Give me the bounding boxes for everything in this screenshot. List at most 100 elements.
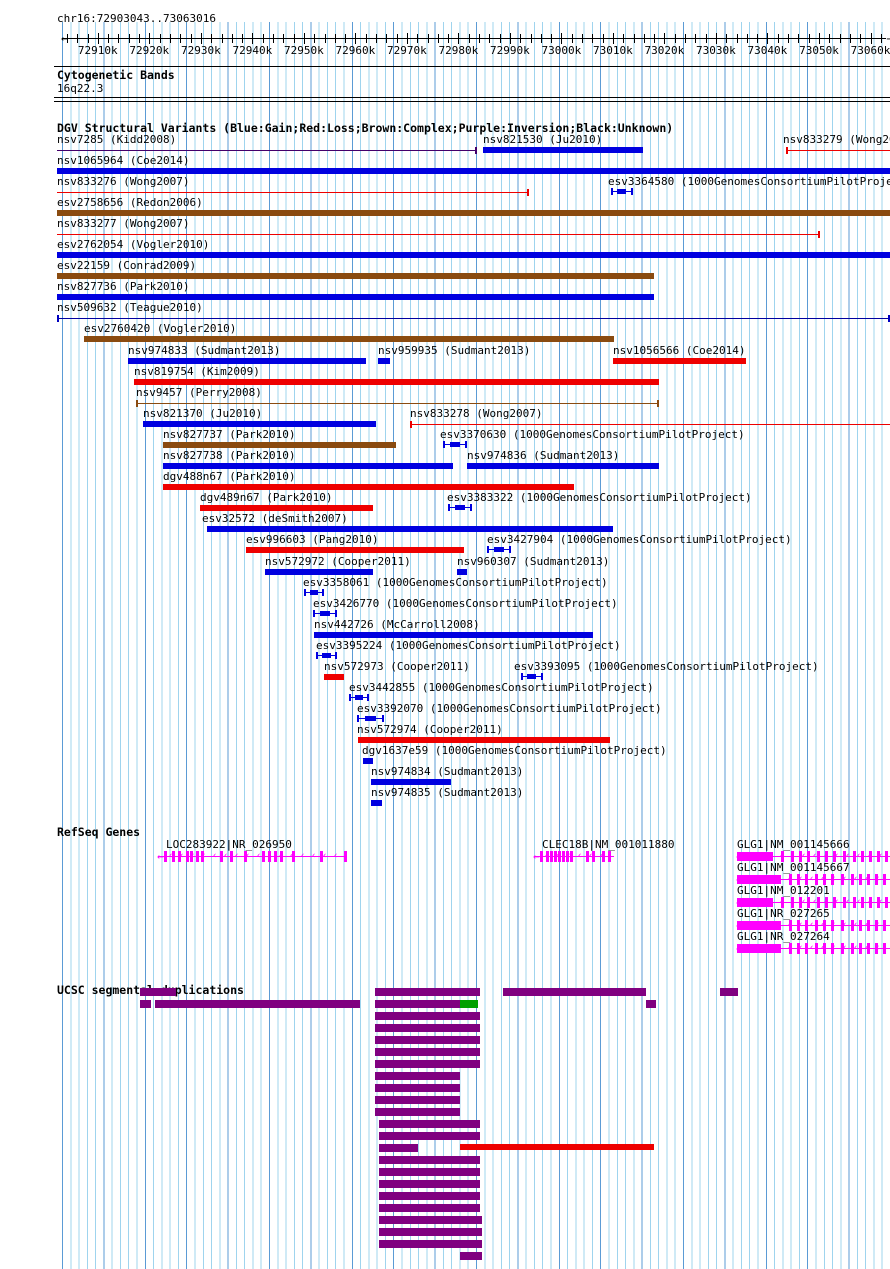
refseq-gene-model[interactable]: ←‹‹‹‹‹‹‹‹‹‹ (736, 850, 890, 863)
dgv-variant-label[interactable]: esv3442855 (1000GenomesConsortiumPilotPr… (349, 681, 654, 694)
dgv-variant-label[interactable]: nsv833279 (Wong2007) (783, 133, 890, 146)
dgv-variant-feature[interactable] (163, 442, 396, 448)
dgv-variant-label[interactable]: nsv572973 (Cooper2011) (324, 660, 470, 673)
dgv-variant-label[interactable]: nsv819754 (Kim2009) (134, 365, 260, 378)
segdup-block[interactable] (375, 1108, 460, 1116)
refseq-gene-label[interactable]: LOC283922|NR_026950 (166, 838, 292, 851)
dgv-variant-label[interactable]: dgv1637e59 (1000GenomesConsortiumPilotPr… (362, 744, 667, 757)
dgv-variant-feature[interactable] (314, 632, 593, 638)
dgv-variant-label[interactable]: nsv7285 (Kidd2008) (57, 133, 177, 146)
refseq-gene-model[interactable]: ←‹‹‹‹‹‹‹‹‹‹ (736, 896, 890, 909)
dgv-variant-feature[interactable] (313, 610, 337, 617)
dgv-variant-feature[interactable] (136, 403, 659, 404)
dgv-variant-label[interactable]: esv2758656 (Redon2006) (57, 196, 203, 209)
dgv-variant-label[interactable]: esv2760420 (Vogler2010) (84, 322, 237, 335)
refseq-gene-label[interactable]: GLG1|NM_012201 (737, 884, 830, 897)
dgv-variant-feature[interactable] (349, 694, 369, 701)
segdup-block[interactable] (379, 1228, 471, 1236)
segdup-block[interactable] (720, 988, 738, 996)
dgv-variant-feature[interactable] (521, 673, 543, 680)
dgv-variant-feature[interactable] (84, 336, 614, 342)
dgv-variant-label[interactable]: nsv509632 (Teague2010) (57, 301, 203, 314)
dgv-variant-feature[interactable] (57, 210, 890, 216)
dgv-variant-label[interactable]: esv3370630 (1000GenomesConsortiumPilotPr… (440, 428, 745, 441)
dgv-variant-label[interactable]: nsv827738 (Park2010) (163, 449, 296, 462)
segdup-block[interactable] (379, 1180, 480, 1188)
segdup-block[interactable] (395, 1204, 480, 1212)
dgv-variant-feature[interactable] (128, 358, 366, 364)
dgv-variant-label[interactable]: nsv821370 (Ju2010) (143, 407, 263, 420)
segdup-block[interactable] (379, 1240, 476, 1248)
dgv-variant-label[interactable]: esv3427904 (1000GenomesConsortiumPilotPr… (487, 533, 792, 546)
dgv-variant-feature[interactable] (613, 358, 746, 364)
segdup-block[interactable] (460, 1240, 482, 1248)
dgv-variant-feature[interactable] (57, 294, 654, 300)
dgv-variant-label[interactable]: esv3358061 (1000GenomesConsortiumPilotPr… (303, 576, 608, 589)
segdup-block[interactable] (379, 1132, 480, 1140)
dgv-variant-label[interactable]: esv32572 (deSmith2007) (202, 512, 348, 525)
refseq-gene-label[interactable]: GLG1|NM_001145666 (737, 838, 850, 851)
dgv-variant-label[interactable]: nsv833278 (Wong2007) (410, 407, 543, 420)
refseq-gene-model[interactable]: ←‹‹‹‹‹‹‹‹‹ (736, 919, 890, 932)
dgv-variant-label[interactable]: nsv959935 (Sudmant2013) (378, 344, 531, 357)
segdup-block[interactable] (379, 1156, 480, 1164)
dgv-variant-label[interactable]: nsv821530 (Ju2010) (483, 133, 603, 146)
dgv-variant-label[interactable]: nsv974834 (Sudmant2013) (371, 765, 524, 778)
segdup-block[interactable] (460, 1252, 482, 1260)
dgv-variant-label[interactable]: nsv9457 (Perry2008) (136, 386, 262, 399)
dgv-variant-feature[interactable] (246, 547, 464, 553)
dgv-variant-feature[interactable] (57, 192, 529, 193)
dgv-variant-label[interactable]: nsv960307 (Sudmant2013) (457, 555, 610, 568)
dgv-variant-feature[interactable] (357, 715, 384, 722)
segdup-block[interactable] (375, 1072, 460, 1080)
dgv-variant-feature[interactable] (316, 652, 337, 659)
segdup-block[interactable] (140, 1000, 151, 1008)
dgv-variant-feature[interactable] (57, 234, 820, 235)
dgv-variant-label[interactable]: nsv442726 (McCarroll2008) (314, 618, 480, 631)
dgv-variant-feature[interactable] (611, 188, 633, 195)
dgv-variant-label[interactable]: esv3393095 (1000GenomesConsortiumPilotPr… (514, 660, 819, 673)
coordinate-ruler[interactable]: ← → (61, 33, 890, 44)
segdup-block[interactable] (375, 1024, 480, 1032)
dgv-variant-feature[interactable] (207, 526, 613, 532)
segdup-block[interactable] (375, 1000, 460, 1008)
dgv-variant-label[interactable]: nsv1065964 (Coe2014) (57, 154, 190, 167)
dgv-variant-label[interactable]: esv3395224 (1000GenomesConsortiumPilotPr… (316, 639, 621, 652)
dgv-variant-label[interactable]: nsv1056566 (Coe2014) (613, 344, 746, 357)
dgv-variant-feature[interactable] (786, 150, 890, 151)
dgv-variant-feature[interactable] (467, 463, 659, 469)
dgv-variant-label[interactable]: esv22159 (Conrad2009) (57, 259, 197, 272)
dgv-variant-label[interactable]: nsv827736 (Park2010) (57, 280, 190, 293)
segdup-block[interactable] (375, 1036, 480, 1044)
refseq-gene-label[interactable]: GLG1|NM_001145667 (737, 861, 850, 874)
dgv-variant-label[interactable]: esv3383322 (1000GenomesConsortiumPilotPr… (447, 491, 752, 504)
dgv-variant-label[interactable]: nsv572974 (Cooper2011) (357, 723, 503, 736)
refseq-gene-model[interactable]: ← ‹ ‹ ‹ ‹ ‹ ‹ ‹ ‹ ‹ ‹ ‹ ‹ ‹ ‹ ‹ ‹ (157, 850, 347, 863)
segdup-block[interactable] (155, 1000, 360, 1008)
dgv-variant-feature[interactable] (163, 484, 574, 490)
dgv-variant-feature[interactable] (358, 737, 610, 743)
dgv-variant-feature[interactable] (143, 421, 376, 427)
dgv-variant-label[interactable]: esv3426770 (1000GenomesConsortiumPilotPr… (313, 597, 618, 610)
dgv-variant-feature[interactable] (363, 758, 373, 764)
refseq-gene-label[interactable]: GLG1|NR_027264 (737, 930, 830, 943)
segdup-block[interactable] (375, 1048, 480, 1056)
dgv-variant-feature[interactable] (443, 441, 467, 448)
segdup-block[interactable] (460, 1216, 482, 1224)
dgv-variant-label[interactable]: nsv572972 (Cooper2011) (265, 555, 411, 568)
segdup-block[interactable] (460, 1228, 482, 1236)
dgv-variant-label[interactable]: esv3392070 (1000GenomesConsortiumPilotPr… (357, 702, 662, 715)
dgv-variant-feature[interactable] (200, 505, 373, 511)
segdup-block[interactable] (503, 988, 646, 996)
segdup-block[interactable] (386, 1192, 480, 1200)
cytogenetic-band-label[interactable]: 16q22.3 (57, 82, 104, 95)
dgv-variant-feature[interactable] (304, 589, 324, 596)
segdup-block[interactable] (379, 1120, 480, 1128)
dgv-variant-label[interactable]: dgv488n67 (Park2010) (163, 470, 296, 483)
segdup-block[interactable] (140, 988, 176, 996)
refseq-gene-model[interactable]: ←‹‹‹‹‹‹‹‹‹ (736, 942, 890, 955)
dgv-variant-label[interactable]: nsv827737 (Park2010) (163, 428, 296, 441)
segdup-block[interactable] (379, 1216, 480, 1224)
dgv-variant-feature[interactable] (57, 273, 654, 279)
dgv-variant-feature[interactable] (57, 168, 890, 174)
